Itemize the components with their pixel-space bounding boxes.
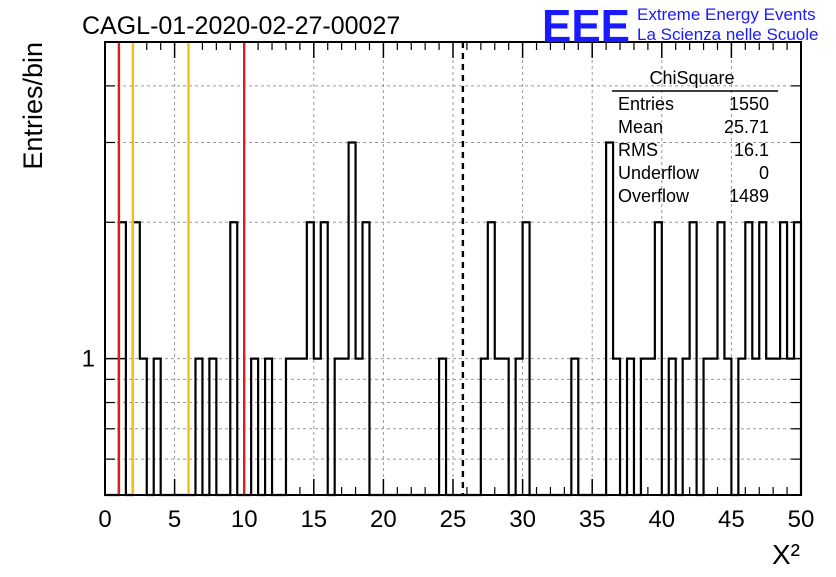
x-tick-label: 30 (509, 506, 536, 533)
y-tick-label: 1 (82, 346, 95, 373)
stats-value: 1550 (729, 94, 769, 114)
chart-title: CAGL-01-2020-02-27-00027 (82, 12, 400, 40)
histogram-bin (766, 359, 773, 495)
stats-value: 1489 (729, 186, 769, 206)
histogram-bin (648, 359, 655, 495)
logo-line2: La Scienza nelle Scuole (637, 25, 818, 44)
histogram-bin (342, 359, 349, 495)
stats-rows: Entries 1550 Mean 25.71 RMS 16.1 Underflow 0 Ove… (618, 94, 769, 206)
x-tick-label: 15 (300, 506, 327, 533)
histogram-bin (356, 359, 363, 495)
y-tick-labels: 1 (82, 346, 95, 373)
x-tick-label: 50 (788, 506, 815, 533)
grid-layer (105, 42, 801, 495)
x-axis-label: X² (772, 539, 800, 570)
histogram-bin (300, 359, 307, 495)
stats-title: ChiSquare (649, 68, 734, 88)
histogram-bin (711, 359, 718, 495)
stats-box: ChiSquare Entries 1550 Mean 25.71 RMS 16.1 Und… (612, 68, 778, 206)
x-tick-label: 0 (98, 506, 111, 533)
x-tick-label: 40 (648, 506, 675, 533)
histogram-bin (773, 359, 780, 495)
stats-value: 0 (759, 163, 769, 183)
stats-label: Underflow (618, 163, 700, 183)
eee-logo: EEE Extreme Energy Events La Scienza nel… (542, 0, 818, 52)
x-tick-label: 20 (370, 506, 397, 533)
x-tick-label: 25 (440, 506, 467, 533)
histogram-bin (314, 359, 321, 495)
x-tick-label: 5 (168, 506, 181, 533)
y-axis-label: Entries/bin (18, 42, 48, 170)
x-tick-label: 35 (579, 506, 606, 533)
histogram-bin (787, 359, 794, 495)
histogram-bin (752, 359, 759, 495)
plot-frame (104, 41, 802, 496)
histogram-bin (495, 359, 502, 495)
stats-label: RMS (618, 140, 658, 160)
stats-label: Mean (618, 117, 663, 137)
stats-value: 16.1 (734, 140, 769, 160)
x-tick-label: 45 (718, 506, 745, 533)
reference-lines-layer (117, 42, 465, 495)
x-tick-labels: 0 5 10 15 20 25 30 35 40 45 50 (98, 506, 814, 533)
x-tick-label: 10 (231, 506, 258, 533)
stats-label: Overflow (618, 186, 690, 206)
stats-label: Entries (618, 94, 674, 114)
stats-value: 25.71 (724, 117, 769, 137)
histogram-bin (293, 359, 300, 495)
logo-line1: Extreme Energy Events (637, 5, 816, 24)
logo-mark: EEE (542, 0, 630, 52)
